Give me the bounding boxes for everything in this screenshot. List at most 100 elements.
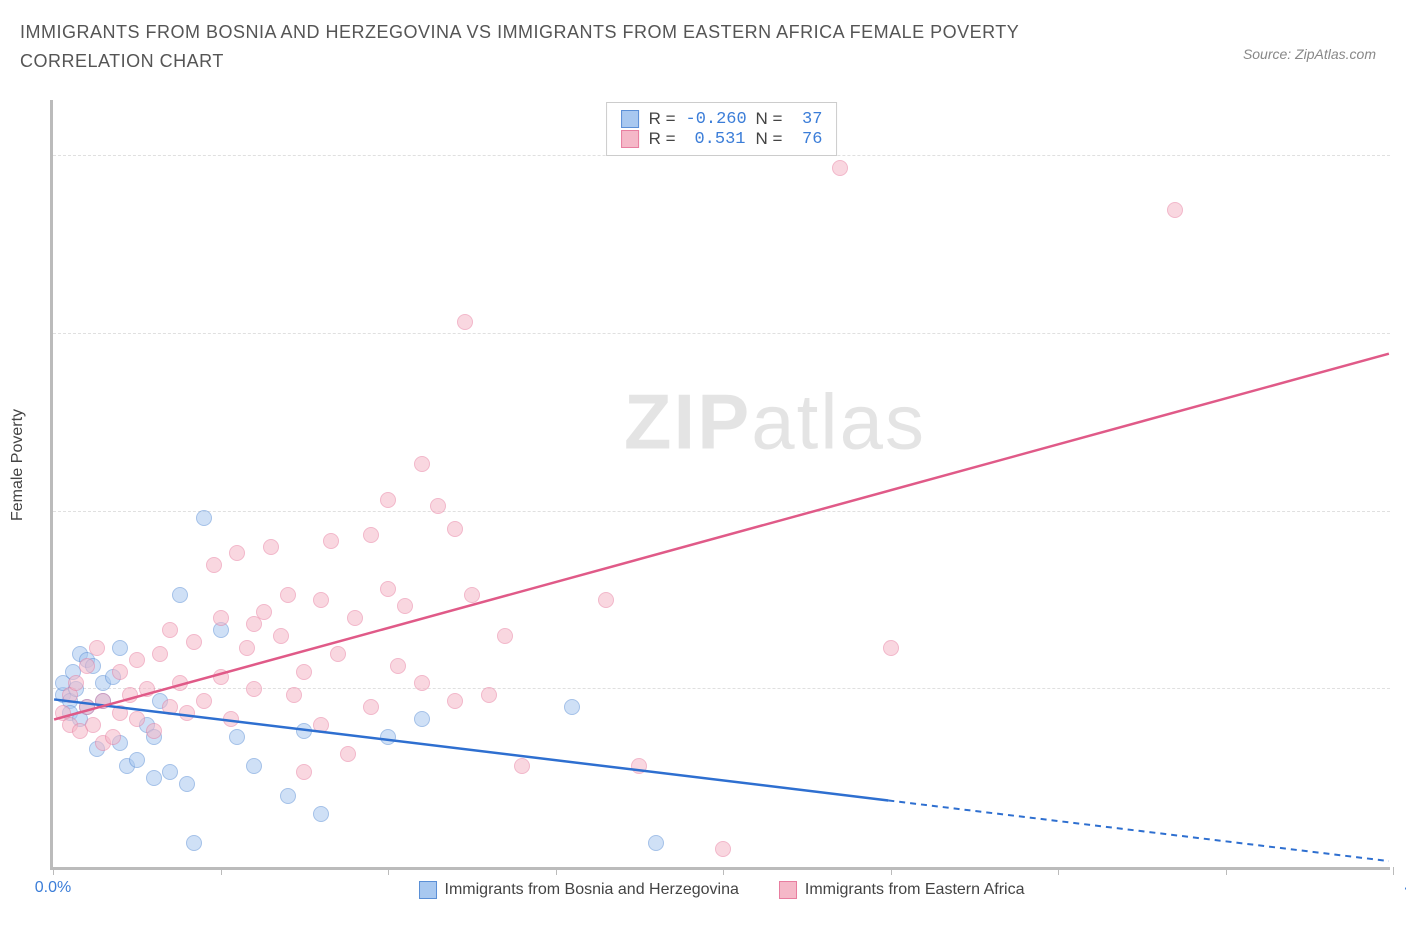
data-point bbox=[112, 705, 128, 721]
data-point bbox=[323, 533, 339, 549]
r-value-bosnia: -0.260 bbox=[686, 110, 746, 129]
regression-line-extrapolated bbox=[888, 800, 1389, 861]
data-point bbox=[457, 314, 473, 330]
x-tick-mark bbox=[556, 867, 557, 875]
data-point bbox=[464, 587, 480, 603]
r-label: R = bbox=[649, 109, 676, 129]
legend-row-bosnia: R = -0.260 N = 37 bbox=[621, 109, 823, 129]
data-point bbox=[631, 758, 647, 774]
data-point bbox=[129, 752, 145, 768]
legend-label-eafrica: Immigrants from Eastern Africa bbox=[805, 881, 1025, 899]
data-point bbox=[196, 693, 212, 709]
data-point bbox=[122, 687, 138, 703]
source-attribution: Source: ZipAtlas.com bbox=[1243, 46, 1376, 62]
swatch-eafrica bbox=[621, 130, 639, 148]
legend-item-bosnia: Immigrants from Bosnia and Herzegovina bbox=[419, 881, 739, 899]
data-point bbox=[146, 723, 162, 739]
data-point bbox=[129, 711, 145, 727]
x-tick-mark bbox=[1226, 867, 1227, 875]
data-point bbox=[229, 729, 245, 745]
data-point bbox=[313, 592, 329, 608]
data-point bbox=[363, 527, 379, 543]
data-point bbox=[296, 764, 312, 780]
data-point bbox=[286, 687, 302, 703]
x-tick-mark bbox=[723, 867, 724, 875]
data-point bbox=[223, 711, 239, 727]
data-point bbox=[430, 498, 446, 514]
r-label: R = bbox=[649, 129, 676, 149]
data-point bbox=[152, 646, 168, 662]
chart-title: IMMIGRANTS FROM BOSNIA AND HERZEGOVINA V… bbox=[20, 18, 1070, 76]
data-point bbox=[363, 699, 379, 715]
source-name: ZipAtlas.com bbox=[1295, 46, 1376, 62]
gridline bbox=[53, 333, 1390, 334]
data-point bbox=[715, 841, 731, 857]
data-point bbox=[89, 640, 105, 656]
y-axis-label: Female Poverty bbox=[9, 409, 27, 521]
correlation-legend: R = -0.260 N = 37 R = 0.531 N = 76 bbox=[606, 102, 838, 156]
data-point bbox=[85, 717, 101, 733]
data-point bbox=[246, 681, 262, 697]
data-point bbox=[340, 746, 356, 762]
data-point bbox=[95, 693, 111, 709]
data-point bbox=[112, 640, 128, 656]
data-point bbox=[832, 160, 848, 176]
data-point bbox=[79, 699, 95, 715]
data-point bbox=[414, 456, 430, 472]
data-point bbox=[172, 675, 188, 691]
data-point bbox=[206, 557, 222, 573]
data-point bbox=[129, 652, 145, 668]
legend-label-bosnia: Immigrants from Bosnia and Herzegovina bbox=[445, 881, 739, 899]
data-point bbox=[112, 664, 128, 680]
data-point bbox=[213, 610, 229, 626]
data-point bbox=[296, 664, 312, 680]
gridline bbox=[53, 511, 1390, 512]
data-point bbox=[105, 729, 121, 745]
data-point bbox=[447, 521, 463, 537]
legend-row-eafrica: R = 0.531 N = 76 bbox=[621, 129, 823, 149]
data-point bbox=[648, 835, 664, 851]
legend-item-eafrica: Immigrants from Eastern Africa bbox=[779, 881, 1025, 899]
x-tick-label: 0.0% bbox=[35, 879, 71, 897]
data-point bbox=[414, 675, 430, 691]
data-point bbox=[1167, 202, 1183, 218]
data-point bbox=[256, 604, 272, 620]
data-point bbox=[414, 711, 430, 727]
data-point bbox=[172, 587, 188, 603]
n-value-eafrica: 76 bbox=[792, 130, 822, 149]
data-point bbox=[280, 587, 296, 603]
data-point bbox=[390, 658, 406, 674]
data-point bbox=[229, 545, 245, 561]
data-point bbox=[330, 646, 346, 662]
regression-lines bbox=[53, 100, 1390, 867]
data-point bbox=[380, 729, 396, 745]
n-value-bosnia: 37 bbox=[792, 110, 822, 129]
data-point bbox=[481, 687, 497, 703]
data-point bbox=[162, 622, 178, 638]
data-point bbox=[196, 510, 212, 526]
data-point bbox=[514, 758, 530, 774]
watermark-rest: atlas bbox=[751, 378, 926, 466]
data-point bbox=[313, 806, 329, 822]
source-prefix: Source: bbox=[1243, 46, 1295, 62]
n-label: N = bbox=[756, 109, 783, 129]
data-point bbox=[213, 669, 229, 685]
data-point bbox=[380, 581, 396, 597]
data-point bbox=[263, 539, 279, 555]
data-point bbox=[162, 764, 178, 780]
data-point bbox=[186, 835, 202, 851]
x-tick-mark bbox=[1058, 867, 1059, 875]
n-label: N = bbox=[756, 129, 783, 149]
series-legend: Immigrants from Bosnia and Herzegovina I… bbox=[419, 881, 1025, 899]
swatch-eafrica bbox=[779, 881, 797, 899]
data-point bbox=[179, 776, 195, 792]
data-point bbox=[139, 681, 155, 697]
r-value-eafrica: 0.531 bbox=[686, 130, 746, 149]
x-tick-mark bbox=[221, 867, 222, 875]
data-point bbox=[380, 492, 396, 508]
data-point bbox=[162, 699, 178, 715]
x-tick-mark bbox=[891, 867, 892, 875]
data-point bbox=[146, 770, 162, 786]
data-point bbox=[239, 640, 255, 656]
data-point bbox=[273, 628, 289, 644]
